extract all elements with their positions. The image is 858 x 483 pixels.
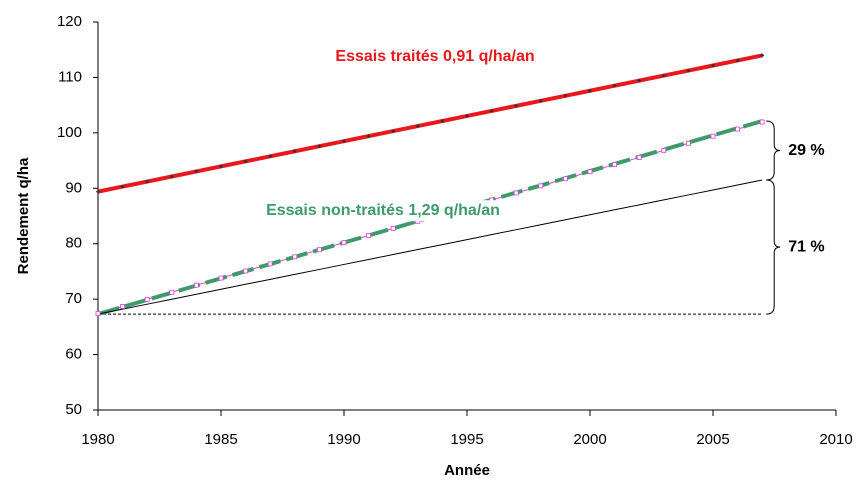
- marker: [661, 147, 667, 153]
- annotation: 71 %: [788, 238, 824, 255]
- annotation: 29 %: [788, 142, 824, 159]
- y-tick-label: 60: [65, 346, 82, 363]
- marker: [612, 162, 617, 167]
- marker: [711, 63, 715, 68]
- marker: [120, 304, 125, 309]
- marker: [489, 108, 494, 113]
- x-tick-label: 1980: [81, 431, 114, 448]
- x-tick-label: 2010: [819, 431, 852, 448]
- marker: [317, 144, 322, 149]
- marker: [194, 169, 199, 174]
- marker: [538, 183, 544, 189]
- marker: [169, 174, 174, 179]
- y-tick-label: 50: [65, 401, 82, 418]
- marker: [465, 113, 469, 118]
- marker: [686, 68, 691, 73]
- label-background: [264, 200, 502, 222]
- series-line: [97, 53, 763, 194]
- marker: [96, 189, 100, 194]
- marker: [588, 88, 592, 93]
- marker: [563, 93, 568, 98]
- y-axis-label: Rendement q/ha: [15, 157, 32, 274]
- marker: [243, 268, 249, 274]
- y-tick-label: 120: [57, 13, 82, 30]
- marker: [415, 124, 420, 129]
- x-axis-label: Année: [444, 462, 490, 479]
- marker: [587, 169, 593, 175]
- y-tick-label: 90: [65, 179, 82, 196]
- marker: [219, 164, 223, 169]
- marker: [193, 282, 199, 288]
- y-tick-label: 110: [58, 68, 82, 85]
- series-line: [97, 179, 763, 315]
- marker: [760, 53, 765, 58]
- brace: [766, 179, 781, 315]
- marker: [735, 126, 740, 132]
- series-label: Essais traités 0,91 q/ha/an: [335, 48, 534, 65]
- marker: [292, 149, 297, 154]
- brace: [766, 120, 781, 181]
- marker: [243, 159, 248, 164]
- marker: [513, 190, 519, 196]
- marker: [759, 119, 765, 125]
- marker: [268, 154, 273, 159]
- marker: [145, 179, 150, 184]
- marker: [612, 83, 617, 88]
- series-label: Essais non-traités 1,29 q/ha/an: [266, 202, 500, 219]
- x-tick-label: 2000: [573, 431, 606, 448]
- marker: [169, 289, 175, 295]
- y-tick-label: 80: [65, 235, 82, 252]
- y-tick-label: 70: [65, 290, 82, 307]
- marker: [366, 233, 372, 238]
- y-tick-label: 100: [57, 124, 82, 141]
- x-tick-label: 1995: [450, 431, 483, 448]
- marker: [563, 176, 568, 182]
- marker: [218, 275, 224, 281]
- marker: [292, 254, 298, 260]
- marker: [341, 240, 347, 246]
- marker: [95, 311, 101, 316]
- marker: [538, 98, 543, 103]
- marker: [661, 73, 666, 78]
- marker: [735, 58, 740, 63]
- marker: [342, 139, 346, 144]
- marker: [316, 247, 322, 253]
- marker: [686, 140, 691, 146]
- marker: [144, 296, 150, 302]
- x-tick-label: 1990: [327, 431, 360, 448]
- marker: [366, 134, 371, 139]
- marker: [120, 184, 125, 189]
- marker: [267, 261, 273, 267]
- marker: [390, 226, 396, 231]
- marker: [440, 118, 445, 123]
- marker: [636, 155, 642, 160]
- x-tick-label: 1985: [204, 431, 237, 448]
- marker: [514, 103, 519, 108]
- x-tick-label: 2005: [696, 431, 729, 448]
- marker: [637, 78, 642, 83]
- marker: [391, 129, 396, 134]
- marker: [710, 133, 716, 139]
